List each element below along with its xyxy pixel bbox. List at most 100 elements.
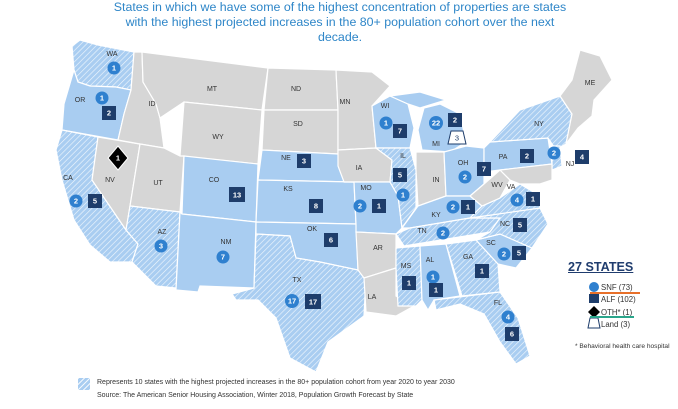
svg-text:7: 7 <box>221 253 225 262</box>
label-wi: WI <box>381 103 390 110</box>
snf-marker-al: 1 <box>426 270 440 284</box>
state-nc <box>469 207 549 249</box>
svg-text:1: 1 <box>384 119 388 128</box>
svg-text:4: 4 <box>580 153 585 162</box>
svg-text:1: 1 <box>100 94 104 103</box>
alf-marker-co: 13 <box>229 187 245 202</box>
svg-text:1: 1 <box>377 202 381 211</box>
legend-title: 27 STATES <box>568 260 634 274</box>
label-ms: MS <box>401 263 412 270</box>
svg-text:2: 2 <box>441 229 445 238</box>
snf-marker-nm: 7 <box>216 250 230 264</box>
svg-text:1: 1 <box>434 286 438 295</box>
state-wy <box>179 101 263 165</box>
svg-text:6: 6 <box>329 236 333 245</box>
label-tn: TN <box>417 228 426 235</box>
label-wa: WA <box>106 51 117 58</box>
state-co <box>181 155 259 223</box>
alf-marker-pa: 2 <box>520 149 534 163</box>
svg-text:22: 22 <box>432 119 440 128</box>
state-ks <box>255 179 357 225</box>
alf-marker-il: 5 <box>393 168 407 182</box>
label-sc: SC <box>486 240 496 247</box>
alf-marker-nc: 5 <box>513 218 527 232</box>
label-nm: NM <box>221 239 232 246</box>
label-fl: FL <box>494 300 502 307</box>
label-nd: ND <box>291 86 301 93</box>
label-ga: GA <box>463 254 473 261</box>
alf-marker-mo: 1 <box>372 199 386 213</box>
label-id: ID <box>149 101 156 108</box>
label-mt: MT <box>207 86 218 93</box>
snf-marker-il: 1 <box>396 188 410 202</box>
label-nv: NV <box>105 177 115 184</box>
snf-marker-tn: 2 <box>436 226 450 240</box>
snf-marker-az: 3 <box>154 239 168 253</box>
label-il: IL <box>400 153 406 160</box>
title-line-3: decade. <box>317 30 363 44</box>
alf-marker-tx: 17 <box>305 294 321 309</box>
svg-text:2: 2 <box>453 116 457 125</box>
svg-text:1: 1 <box>116 154 120 163</box>
svg-text:1: 1 <box>531 195 535 204</box>
label-tx: TX <box>293 277 302 284</box>
state-nm <box>175 210 257 293</box>
svg-text:5: 5 <box>398 171 402 180</box>
label-co: CO <box>209 177 220 184</box>
snf-marker-nj: 2 <box>547 146 561 160</box>
snf-marker-wi: 1 <box>379 116 393 130</box>
alf-marker-ca: 5 <box>88 194 102 208</box>
highlight-note: Represents 10 states with the highest pr… <box>97 379 455 386</box>
legend-alf-icon <box>589 294 599 303</box>
legend-oth-label: OTH* (1) <box>601 308 633 317</box>
state-md-de <box>498 163 553 185</box>
label-mn: MN <box>340 99 351 106</box>
svg-text:1: 1 <box>401 191 405 200</box>
label-me: ME <box>585 80 596 87</box>
label-mi: MI <box>432 141 440 148</box>
svg-text:5: 5 <box>518 221 522 230</box>
label-al: AL <box>426 257 435 264</box>
state-mi-up <box>387 91 449 109</box>
svg-text:4: 4 <box>506 313 511 322</box>
svg-text:1: 1 <box>112 64 116 73</box>
alf-marker-mi: 2 <box>448 113 462 127</box>
label-ut: UT <box>153 180 163 187</box>
highlight-swatch <box>78 378 90 390</box>
alf-marker-ne: 3 <box>297 154 311 168</box>
legend-snf-underline <box>590 292 640 294</box>
svg-text:2: 2 <box>451 203 455 212</box>
alf-marker-ks: 8 <box>309 199 323 213</box>
label-sd: SD <box>293 121 303 128</box>
snf-marker-sc: 2 <box>497 247 511 261</box>
svg-text:1: 1 <box>480 267 484 276</box>
alf-marker-ga: 1 <box>475 264 489 278</box>
land-marker-mi: 3 <box>447 130 467 145</box>
label-mo: MO <box>360 185 372 192</box>
state-ut <box>129 143 185 213</box>
svg-text:5: 5 <box>93 197 97 206</box>
alf-marker-ok: 6 <box>324 233 338 247</box>
label-ar: AR <box>373 245 383 252</box>
alf-marker-or: 2 <box>102 106 116 120</box>
alf-marker-va: 1 <box>526 192 540 206</box>
title-line-2: with the highest projected increases in … <box>125 15 555 29</box>
snf-marker-wa: 1 <box>107 61 121 75</box>
label-ky: KY <box>431 212 441 219</box>
svg-text:7: 7 <box>398 127 402 136</box>
svg-text:2: 2 <box>358 202 362 211</box>
label-ok: OK <box>307 226 317 233</box>
snf-marker-oh: 2 <box>458 170 472 184</box>
label-wy: WY <box>212 134 224 141</box>
alf-marker-ky: 1 <box>461 200 475 214</box>
svg-text:4: 4 <box>515 196 520 205</box>
label-nj: NJ <box>566 161 575 168</box>
label-in: IN <box>433 177 440 184</box>
svg-text:2: 2 <box>552 149 556 158</box>
alf-marker-fl: 6 <box>505 327 519 341</box>
label-la: LA <box>368 294 377 301</box>
legend-land-icon <box>587 317 601 329</box>
label-ca: CA <box>63 175 73 182</box>
alf-marker-ms: 1 <box>402 276 416 290</box>
